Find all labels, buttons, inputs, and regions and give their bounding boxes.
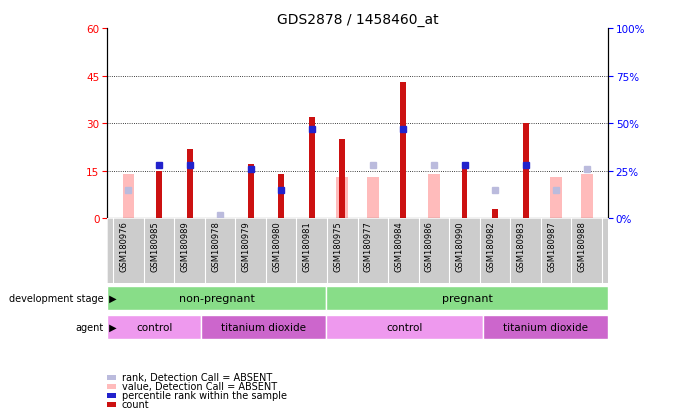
Text: GSM180984: GSM180984 [395,221,404,271]
Text: GSM180976: GSM180976 [120,221,129,272]
Text: GSM180978: GSM180978 [211,221,220,272]
Bar [326,286,608,311]
Text: value, Detection Call = ABSENT: value, Detection Call = ABSENT [122,382,276,392]
Bar [462,168,467,219]
Bar [550,178,562,219]
Bar [107,315,201,339]
Bar [122,175,134,219]
Bar [309,118,314,219]
Text: GSM180979: GSM180979 [242,221,251,271]
Bar [187,149,193,219]
Text: GSM180988: GSM180988 [578,221,587,272]
Bar [428,175,440,219]
Bar [492,209,498,219]
Bar [581,175,593,219]
Text: rank, Detection Call = ABSENT: rank, Detection Call = ABSENT [122,373,272,382]
Text: percentile rank within the sample: percentile rank within the sample [122,390,287,400]
Text: control: control [386,322,423,332]
Text: GSM180987: GSM180987 [547,221,556,272]
Bar [401,83,406,219]
Text: GSM180986: GSM180986 [425,221,434,272]
Text: agent: agent [75,322,104,332]
Text: GSM180977: GSM180977 [364,221,373,272]
Text: control: control [136,322,172,332]
Bar [326,315,483,339]
Bar [156,171,162,219]
Title: GDS2878 / 1458460_at: GDS2878 / 1458460_at [277,12,438,26]
Bar [367,178,379,219]
Text: GSM180982: GSM180982 [486,221,495,271]
Text: non-pregnant: non-pregnant [179,293,254,304]
Text: GSM180990: GSM180990 [455,221,464,271]
Text: GSM180980: GSM180980 [272,221,281,271]
Text: GSM180975: GSM180975 [333,221,342,271]
Bar [278,175,284,219]
Text: titanium dioxide: titanium dioxide [503,322,588,332]
Bar [522,124,529,219]
Bar [337,178,348,219]
Text: ▶: ▶ [106,293,117,304]
Text: GSM180981: GSM180981 [303,221,312,271]
Text: GSM180985: GSM180985 [150,221,159,271]
Text: development stage: development stage [9,293,104,304]
Text: pregnant: pregnant [442,293,493,304]
Text: count: count [122,399,149,409]
Bar [248,165,254,219]
Text: GSM180983: GSM180983 [517,221,526,272]
Text: ▶: ▶ [106,322,117,332]
Text: titanium dioxide: titanium dioxide [221,322,306,332]
Bar [201,315,326,339]
Text: GSM180989: GSM180989 [180,221,189,271]
Bar [107,286,326,311]
Bar [483,315,608,339]
Bar [339,140,346,219]
